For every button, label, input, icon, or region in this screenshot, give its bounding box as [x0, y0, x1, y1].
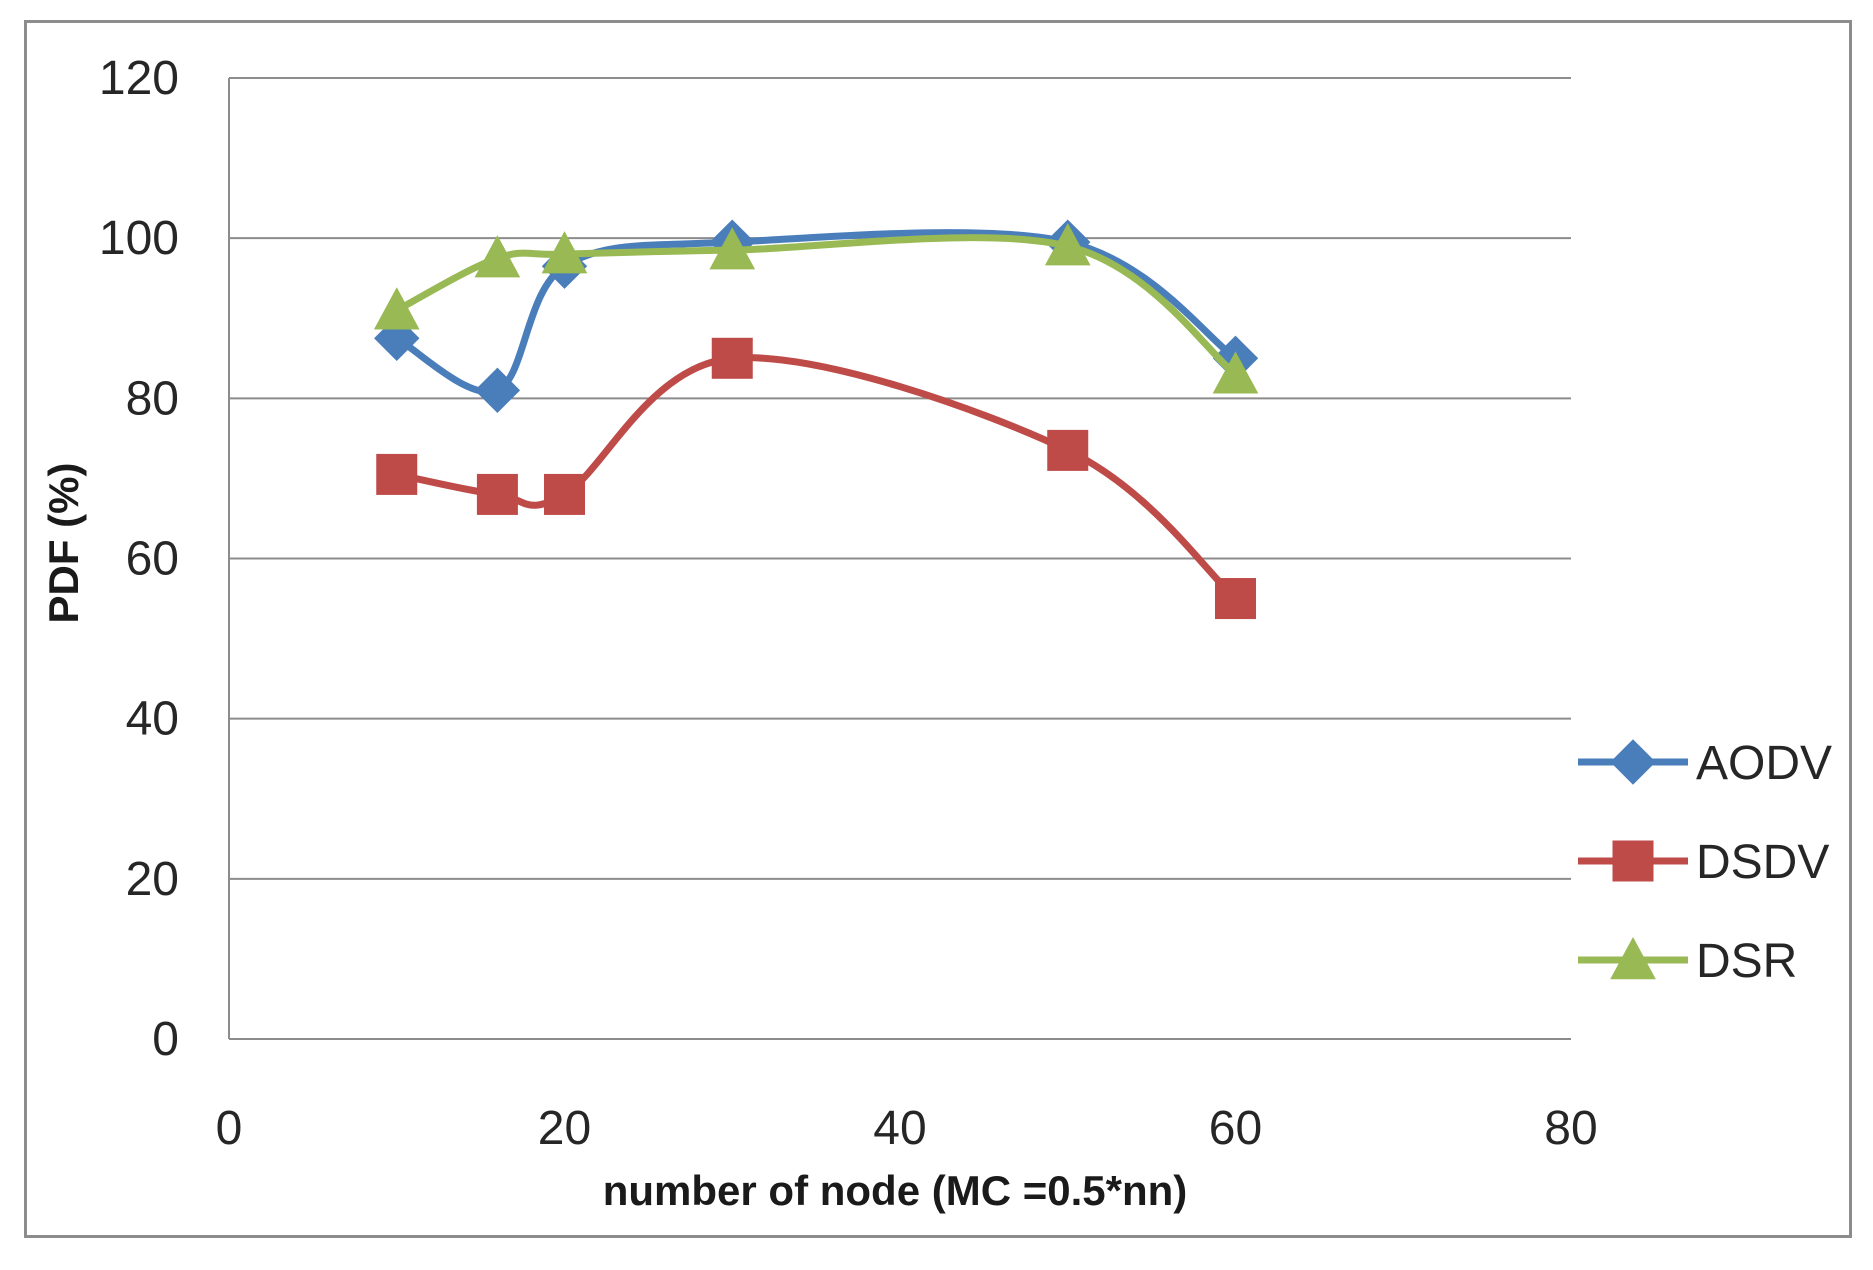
- data-point-dsdv-30: [711, 337, 753, 379]
- series-line-dsdv: [393, 354, 1239, 603]
- data-point-dsr-50: [1044, 223, 1091, 266]
- data-point-dsr-16: [474, 235, 521, 278]
- data-point-dsr-20: [541, 231, 588, 274]
- x-axis-ticks: 0 20 40 60 80: [216, 1102, 1598, 1155]
- data-point-dsdv-16: [476, 473, 518, 515]
- x-tick-label-80: 80: [1544, 1102, 1597, 1155]
- legend-label-dsdv: DSDV: [1696, 836, 1829, 889]
- x-tick-label-20: 20: [538, 1102, 591, 1155]
- data-point-aodv-16: [474, 367, 521, 414]
- legend-marker-dsdv: [1612, 840, 1654, 882]
- chart-frame: [24, 20, 1852, 1238]
- legend: AODV DSDV DSR: [1578, 737, 1832, 988]
- y-axis-title: PDF (%): [40, 463, 87, 624]
- legend-label-dsr: DSR: [1696, 935, 1797, 988]
- data-point-dsdv-50: [1047, 429, 1089, 471]
- y-tick-label-0: 0: [152, 1013, 179, 1066]
- legend-item-dsdv: DSDV: [1578, 836, 1829, 889]
- data-point-dsdv-60: [1215, 578, 1256, 620]
- y-tick-label-120: 120: [99, 52, 179, 105]
- y-axis-ticks: 0 20 40 60 80 100 120: [99, 52, 179, 1066]
- legend-marker-aodv: [1610, 739, 1656, 785]
- data-point-dsdv-10: [376, 453, 418, 495]
- x-tick-label-0: 0: [216, 1102, 243, 1155]
- data-point-dsr-10: [373, 287, 420, 330]
- legend-label-aodv: AODV: [1696, 737, 1832, 790]
- data-point-dsr-60: [1212, 351, 1259, 394]
- data-point-dsdv-20: [544, 473, 585, 515]
- grid: [228, 77, 1571, 1040]
- data-point-dsr-30: [709, 227, 756, 270]
- y-tick-label-100: 100: [99, 212, 179, 265]
- y-tick-label-80: 80: [126, 372, 179, 425]
- series-dsdv: [376, 337, 1256, 620]
- y-tick-label-60: 60: [126, 533, 179, 586]
- series-dsr: [373, 223, 1259, 394]
- y-tick-label-40: 40: [126, 693, 179, 746]
- series: [373, 219, 1259, 620]
- legend-item-aodv: AODV: [1578, 737, 1832, 790]
- y-tick-label-20: 20: [126, 853, 179, 906]
- x-axis-title: number of node (MC =0.5*nn): [603, 1167, 1188, 1214]
- x-tick-label-40: 40: [873, 1102, 926, 1155]
- x-tick-label-60: 60: [1209, 1102, 1262, 1155]
- legend-item-dsr: DSR: [1578, 935, 1797, 988]
- legend-marker-dsr: [1610, 936, 1656, 980]
